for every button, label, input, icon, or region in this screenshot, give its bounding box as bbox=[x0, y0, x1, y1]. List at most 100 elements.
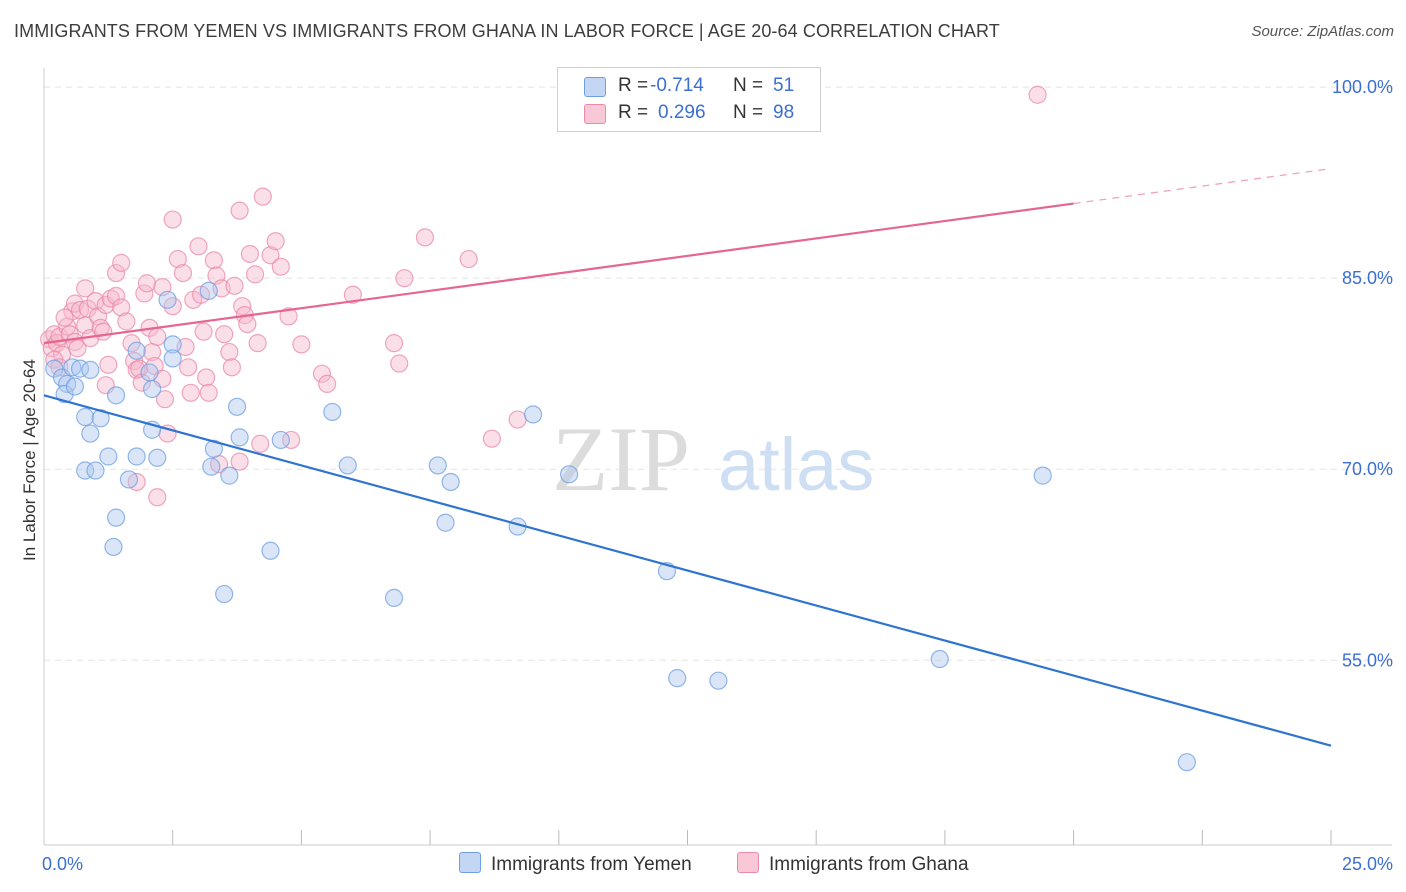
ghana-point bbox=[395, 269, 414, 288]
ghana-point bbox=[94, 322, 113, 341]
yemen-trend-line bbox=[43, 394, 1332, 747]
ghana-point bbox=[240, 244, 260, 264]
yemen-swatch bbox=[584, 77, 606, 97]
yemen-point bbox=[81, 424, 100, 443]
ghana-point bbox=[230, 452, 249, 471]
legend-n-label: N = bbox=[733, 75, 764, 96]
y-tick-label: 55.0% bbox=[1342, 650, 1393, 670]
ghana-point bbox=[266, 232, 285, 251]
yemen-point bbox=[163, 349, 182, 368]
ghana-point bbox=[132, 373, 151, 392]
watermark-atlas: atlas bbox=[718, 423, 874, 506]
ghana-point bbox=[76, 279, 95, 298]
yemen-point bbox=[158, 290, 177, 309]
yemen-point bbox=[523, 405, 543, 424]
y-tick-label: 85.0% bbox=[1342, 268, 1393, 288]
yemen-point bbox=[65, 377, 84, 396]
ghana-point bbox=[155, 390, 175, 409]
legend-n-value: 98 bbox=[773, 102, 795, 123]
ghana-point bbox=[148, 327, 167, 346]
bottom-legend-yemen: Immigrants from Yemen bbox=[459, 852, 692, 876]
yemen-point bbox=[143, 379, 162, 399]
yemen-point bbox=[199, 281, 218, 301]
yemen-point bbox=[104, 537, 123, 557]
legend-r-label: R = bbox=[618, 102, 649, 123]
ghana-point bbox=[86, 292, 105, 311]
ghana-point bbox=[137, 274, 157, 293]
ghana-point bbox=[459, 249, 478, 269]
ghana-point bbox=[482, 429, 501, 448]
yemen-swatch bbox=[459, 852, 481, 873]
y-tick-label: 70.0% bbox=[1342, 459, 1393, 479]
x-tick-label: 0.0% bbox=[42, 854, 83, 874]
ghana-point bbox=[68, 339, 87, 358]
ghana-point bbox=[194, 322, 213, 341]
yemen-point bbox=[63, 358, 82, 377]
yemen-point bbox=[106, 386, 126, 405]
yemen-point bbox=[271, 430, 290, 450]
yemen-point bbox=[709, 671, 728, 690]
yemen-point bbox=[86, 461, 105, 480]
ghana-swatch bbox=[737, 852, 759, 873]
legend-n-label: N = bbox=[733, 102, 764, 123]
ghana-point bbox=[173, 263, 193, 283]
yemen-point bbox=[127, 341, 146, 360]
yemen-point bbox=[436, 513, 455, 532]
ghana-point bbox=[220, 342, 239, 362]
ghana-point bbox=[271, 257, 290, 276]
ghana-point bbox=[292, 335, 311, 354]
correlation-legend: R = -0.714 N = 51 R = 0.296 N = 98 bbox=[557, 67, 821, 132]
watermark-zip: ZIP bbox=[552, 408, 690, 510]
ghana-points bbox=[40, 85, 1047, 507]
ghana-point bbox=[78, 299, 97, 318]
ghana-point bbox=[261, 246, 280, 265]
yemen-point bbox=[668, 669, 687, 688]
ghana-point bbox=[318, 374, 337, 393]
yemen-point bbox=[204, 439, 223, 458]
ghana-point bbox=[117, 312, 136, 331]
yemen-point bbox=[338, 456, 357, 475]
yemen-point bbox=[1177, 753, 1196, 772]
yemen-point bbox=[163, 335, 182, 354]
yemen-point bbox=[230, 428, 249, 447]
ghana-point bbox=[148, 488, 167, 507]
yemen-point bbox=[106, 508, 126, 527]
x-tick-label: 25.0% bbox=[1342, 854, 1393, 874]
ghana-point bbox=[106, 263, 126, 283]
y-tick-label: 100.0% bbox=[1332, 77, 1393, 97]
tick-labels: 100.0% 85.0% 70.0% 55.0% 0.0% 25.0% bbox=[42, 77, 1393, 874]
yemen-point bbox=[227, 397, 247, 416]
ghana-point bbox=[99, 355, 118, 374]
ghana-swatch bbox=[584, 104, 606, 124]
legend-r-label: R = bbox=[618, 75, 649, 96]
ghana-point bbox=[189, 237, 208, 256]
yemen-point bbox=[99, 447, 118, 466]
y-axis-label: In Labor Force | Age 20-64 bbox=[20, 359, 39, 561]
ghana-point bbox=[415, 228, 435, 247]
ghana-point bbox=[197, 368, 216, 387]
yemen-point bbox=[323, 402, 342, 422]
ghana-point bbox=[106, 286, 126, 306]
yemen-point bbox=[384, 588, 404, 607]
ghana-point bbox=[384, 334, 404, 353]
ghana-point bbox=[225, 276, 244, 295]
yemen-point bbox=[261, 541, 280, 560]
ghana-point bbox=[204, 251, 223, 270]
yemen-point bbox=[202, 457, 221, 476]
ghana-point bbox=[55, 308, 74, 327]
ghana-point bbox=[279, 307, 298, 326]
yemen-point bbox=[55, 384, 74, 404]
legend-r-value: -0.714 bbox=[650, 75, 704, 96]
ghana-point bbox=[199, 383, 218, 402]
ghana-point bbox=[282, 430, 301, 450]
yemen-point bbox=[76, 407, 95, 427]
watermark: ZIP atlas bbox=[552, 408, 874, 510]
source-label: Source: ZipAtlas.com bbox=[1251, 23, 1394, 40]
yemen-point bbox=[220, 466, 239, 485]
ghana-point bbox=[245, 265, 265, 284]
yemen-point bbox=[76, 461, 95, 480]
yemen-point bbox=[148, 448, 167, 467]
legend-r-value: 0.296 bbox=[658, 102, 706, 123]
ghana-point bbox=[508, 410, 527, 429]
